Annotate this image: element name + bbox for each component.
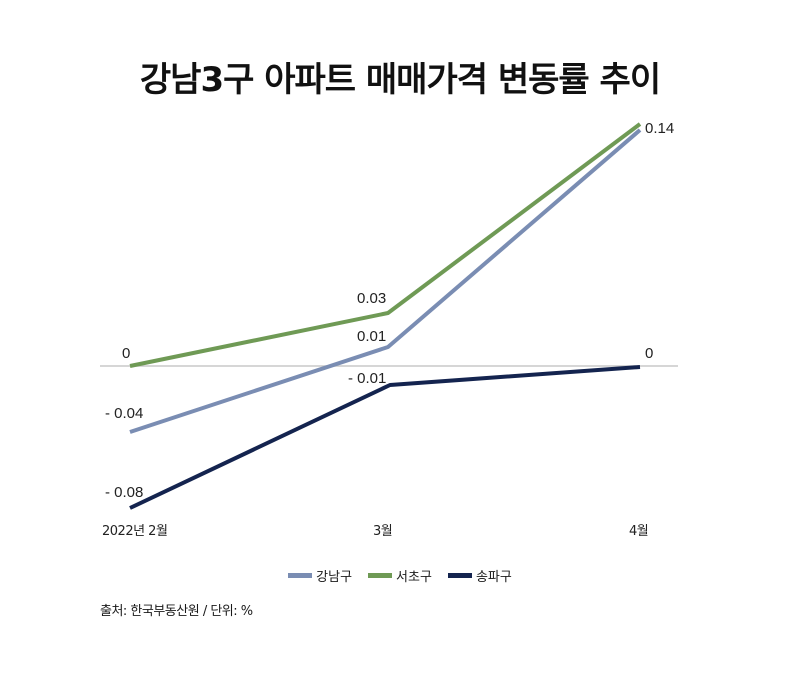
- legend-label: 서초구: [396, 570, 432, 585]
- legend-swatch-icon: [288, 573, 313, 578]
- label-gangnam-mar: 0.01: [357, 328, 386, 345]
- legend-item-songpa: 송파구: [447, 566, 512, 585]
- chart-legend: 강남구 서초구 송파구: [0, 566, 800, 585]
- label-seocho-mar: 0.03: [357, 290, 386, 307]
- legend-item-gangnam: 강남구: [288, 566, 352, 585]
- x-tick-apr: 4월: [629, 524, 648, 539]
- legend-swatch-icon: [447, 573, 472, 578]
- series-line-seocho: [129, 122, 642, 368]
- label-gangnam-feb: - 0.04: [105, 405, 143, 422]
- x-tick-feb: 2022년 2월: [102, 524, 167, 539]
- chart-title: 강남3구 아파트 매매가격 변동률 추이: [139, 60, 661, 100]
- label-seocho-feb: 0: [122, 345, 130, 362]
- legend-item-seocho: 서초구: [368, 566, 432, 585]
- label-songpa-mar: - 0.01: [348, 370, 386, 387]
- label-apr-top: 0.14: [645, 120, 674, 137]
- legend-label: 송파구: [475, 570, 512, 585]
- label-songpa-apr: 0: [645, 345, 653, 362]
- label-songpa-feb: - 0.08: [105, 484, 143, 501]
- legend-swatch-icon: [368, 573, 393, 578]
- series-line-gangnam: [129, 128, 642, 434]
- series-line-songpa: [129, 365, 641, 510]
- x-tick-mar: 3월: [373, 524, 392, 539]
- source-note: 출처: 한국부동산원 / 단위: %: [100, 604, 253, 619]
- legend-label: 강남구: [316, 570, 353, 585]
